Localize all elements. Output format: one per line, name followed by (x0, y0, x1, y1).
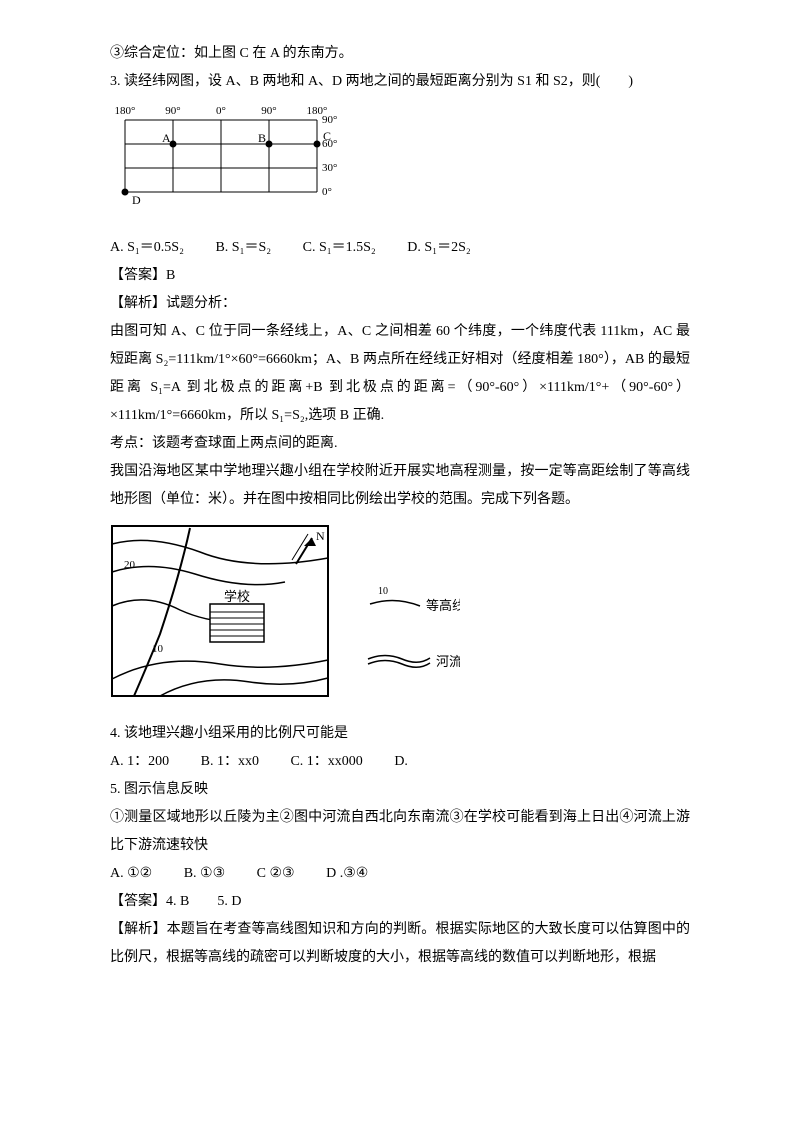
svg-text:N: N (316, 529, 325, 543)
svg-text:90°: 90° (322, 114, 337, 126)
q5-stem: 5. 图示信息反映 (110, 776, 690, 804)
svg-text:180°: 180° (115, 105, 136, 117)
contour-figure: 20 10 学校 N 10 等高线 (110, 524, 690, 710)
q3-explain-body: 由图可知 A、C 位于同一条经线上，A、C 之间相差 60 个纬度，一个纬度代表… (110, 318, 690, 430)
svg-text:30°: 30° (322, 162, 337, 174)
q3-stem: 3. 读经纬网图，设 A、B 两地和 A、D 两地之间的最短距离分别为 S1 和… (110, 68, 690, 96)
q4-opt-b: B. 1：xx0 (201, 748, 259, 776)
grid-svg: 180° 90° 0° 90° 180° 90° 60° 30° 0° A B … (110, 102, 380, 217)
svg-text:20: 20 (124, 559, 136, 571)
svg-text:等高线: 等高线 (426, 598, 460, 613)
q4-opt-d: D. (394, 748, 408, 776)
q3-opt-a: A. S₁＝0.5S₂ (110, 234, 184, 262)
q5-opt-b: B. ①③ (184, 860, 225, 888)
svg-text:0°: 0° (322, 186, 332, 198)
intro-line: ③综合定位：如上图 C 在 A 的东南方。 (110, 40, 690, 68)
q5-items: ①测量区域地形以丘陵为主②图中河流自西北向东南流③在学校可能看到海上日出④河流上… (110, 804, 690, 860)
svg-text:B: B (258, 131, 266, 145)
svg-text:10: 10 (152, 643, 164, 655)
q3-opt-c: C. S₁＝1.5S₂ (303, 234, 376, 262)
svg-text:D: D (132, 193, 141, 207)
q5-opt-d: D .③④ (326, 860, 368, 888)
q4-opt-a: A. 1：200 (110, 748, 169, 776)
q3-options: A. S₁＝0.5S₂ B. S₁＝S₂ C. S₁＝1.5S₂ D. S₁＝2… (110, 234, 690, 262)
q5-opt-a: A. ①② (110, 860, 152, 888)
q5-options: A. ①② B. ①③ C ②③ D .③④ (110, 860, 690, 888)
q3-opt-b: B. S₁＝S₂ (215, 234, 271, 262)
svg-text:A: A (162, 131, 171, 145)
q3-answer: 【答案】B (110, 262, 690, 290)
svg-text:C: C (323, 129, 331, 143)
latlong-grid-figure: 180° 90° 0° 90° 180° 90° 60° 30° 0° A B … (110, 102, 690, 228)
svg-text:90°: 90° (165, 105, 180, 117)
svg-text:90°: 90° (261, 105, 276, 117)
svg-text:0°: 0° (216, 105, 226, 117)
svg-text:学校: 学校 (224, 589, 250, 604)
q3-kaodian: 考点：该题考查球面上两点间的距离. (110, 430, 690, 458)
q5-opt-c: C ②③ (257, 860, 295, 888)
q45-answer: 【答案】4. B 5. D (110, 888, 690, 916)
q4-stem: 4. 该地理兴趣小组采用的比例尺可能是 (110, 720, 690, 748)
svg-text:河流: 河流 (436, 654, 460, 669)
q4-opt-c: C. 1：xx000 (290, 748, 362, 776)
passage-1: 我国沿海地区某中学地理兴趣小组在学校附近开展实地高程测量，按一定等高距绘制了等高… (110, 458, 690, 514)
q4-options: A. 1：200 B. 1：xx0 C. 1：xx000 D. (110, 748, 690, 776)
svg-text:10: 10 (378, 586, 388, 597)
q3-opt-d: D. S₁＝2S₂ (407, 234, 470, 262)
q3-explain-header: 【解析】试题分析： (110, 290, 690, 318)
q45-explain: 【解析】本题旨在考查等高线图知识和方向的判断。根据实际地区的大致长度可以估算图中… (110, 916, 690, 972)
contour-svg: 20 10 学校 N 10 等高线 (110, 524, 460, 699)
